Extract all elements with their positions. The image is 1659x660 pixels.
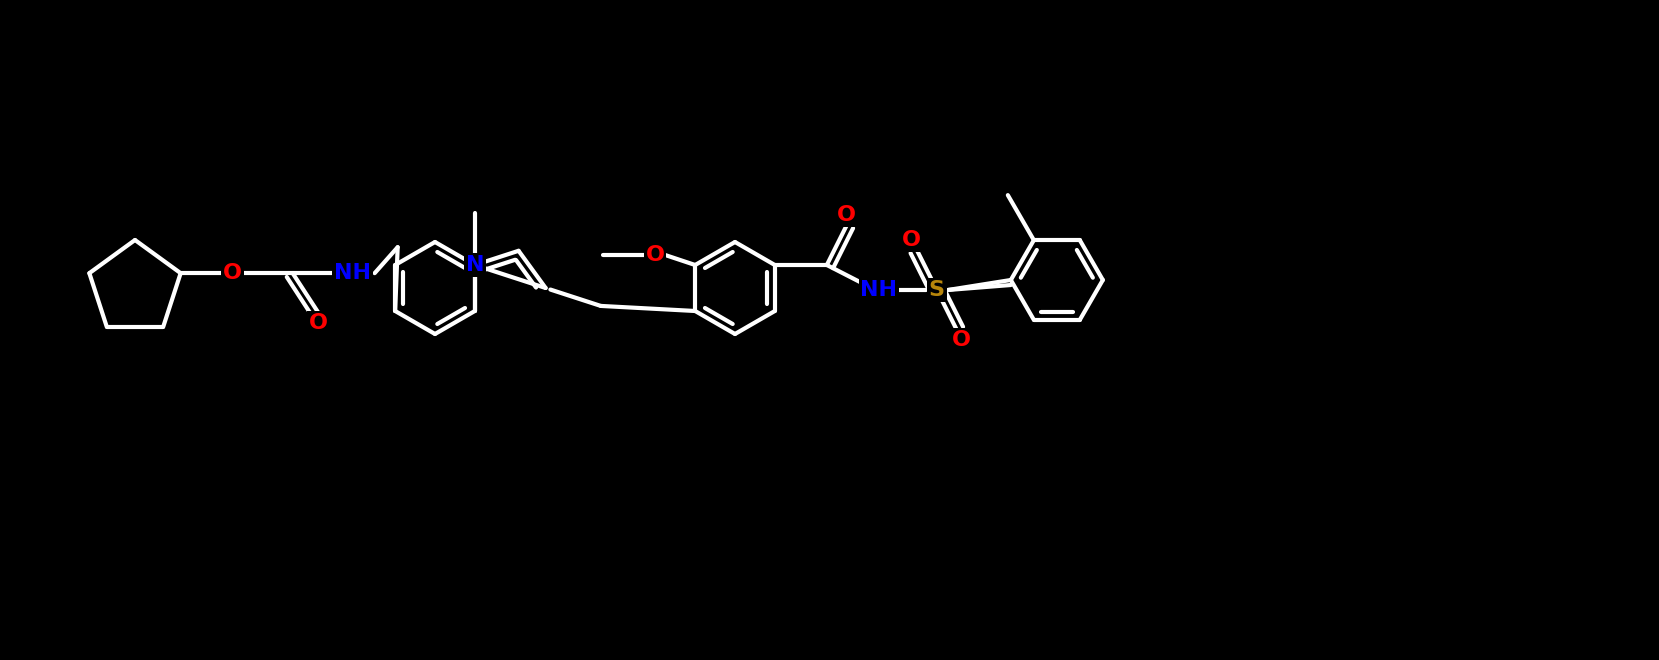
Text: NH: NH xyxy=(333,263,372,283)
Text: NH: NH xyxy=(861,280,898,300)
Text: S: S xyxy=(929,280,946,300)
Text: N: N xyxy=(466,255,484,275)
Text: O: O xyxy=(224,263,242,283)
Text: O: O xyxy=(645,245,665,265)
Text: O: O xyxy=(838,205,856,225)
Text: O: O xyxy=(952,330,971,350)
Text: O: O xyxy=(309,313,328,333)
Text: O: O xyxy=(902,230,921,250)
